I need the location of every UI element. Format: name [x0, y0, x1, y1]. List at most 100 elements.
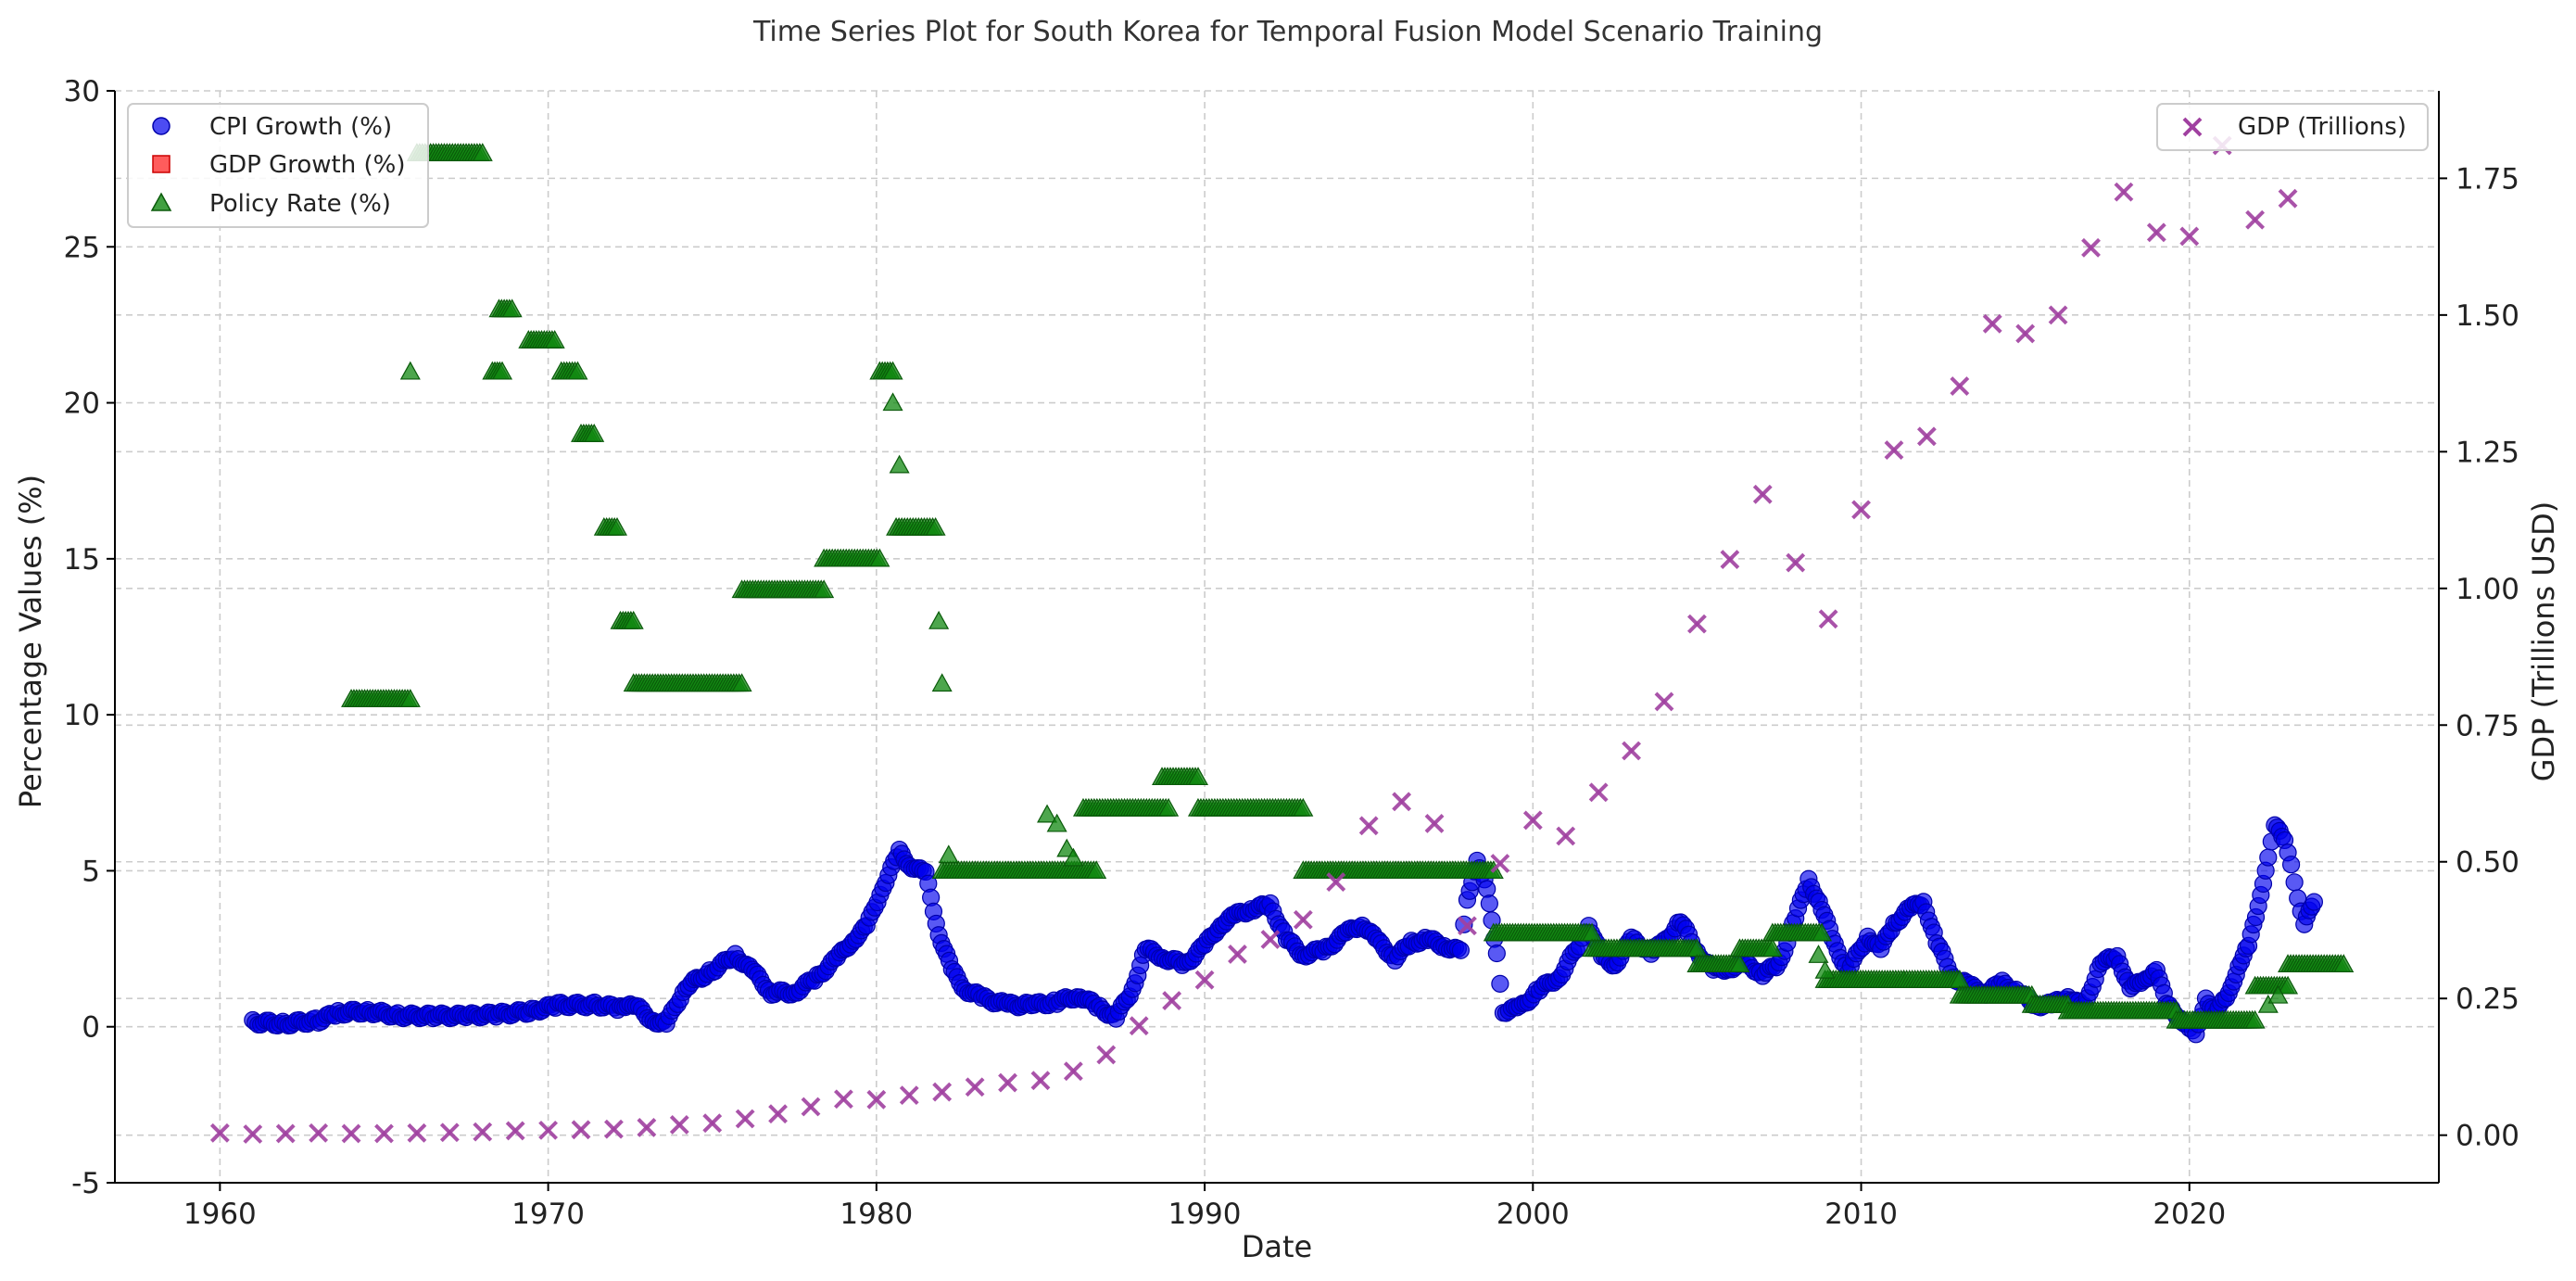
- policy-point: [1187, 767, 1209, 786]
- policy-point: [2244, 1009, 2266, 1029]
- gdp-point: [1786, 552, 1806, 573]
- legend-gdp-marker: [2182, 117, 2203, 137]
- policy-point: [544, 330, 565, 349]
- gdp-point: [2146, 222, 2166, 243]
- policy-point: [472, 143, 493, 161]
- policy-point: [869, 548, 890, 567]
- gdp-point: [735, 1109, 755, 1129]
- gdp-point: [571, 1120, 591, 1140]
- policy-point: [399, 361, 421, 380]
- gdp-point: [866, 1089, 887, 1110]
- axes: 1960 1970 1980 1990 2000 2010 2020 -5 0 5 10 15 20 25…: [64, 75, 2519, 1231]
- policy-point: [2278, 975, 2299, 995]
- gdp-point: [801, 1097, 821, 1117]
- policy-point: [1762, 938, 1783, 958]
- gdp-point: [341, 1123, 361, 1144]
- x-tick-label: 2000: [1496, 1198, 1570, 1231]
- gdp-point: [1720, 550, 1740, 569]
- gdp-point: [1358, 816, 1379, 836]
- policy-point: [938, 844, 959, 864]
- gdp-point: [439, 1122, 460, 1143]
- policy-point: [1046, 813, 1067, 832]
- legend-gdp-label: GDP (Trillions): [2238, 113, 2406, 141]
- plot-area: [209, 135, 2355, 1144]
- gdp-point: [1884, 440, 1904, 460]
- gdp-point: [2114, 182, 2134, 202]
- gdp-point: [2179, 226, 2200, 247]
- gdp-point: [1851, 500, 1871, 520]
- legend-policy-marker: [150, 192, 172, 211]
- x-tick-label: 1960: [183, 1198, 257, 1231]
- gdp-point: [1392, 792, 1412, 812]
- cpi-point: [1487, 944, 1506, 963]
- gdp-point: [1194, 970, 1215, 990]
- gdp-point: [1588, 782, 1609, 803]
- gdp-point: [965, 1077, 985, 1097]
- gdp-point: [1982, 313, 2002, 334]
- gdp-point: [1326, 872, 1346, 892]
- policy-point: [1814, 959, 1836, 979]
- y-left-tick-label: 20: [64, 387, 100, 421]
- gdp-point: [538, 1120, 559, 1140]
- gdp-point: [1950, 376, 1970, 396]
- policy-point: [2267, 984, 2289, 1004]
- gdp-point: [702, 1113, 723, 1134]
- policy-point: [1729, 954, 1750, 973]
- gdp-point: [1228, 945, 1247, 964]
- x-tick-label: 1980: [840, 1198, 913, 1231]
- y-left-tick-label: 25: [64, 231, 100, 264]
- cpi-point: [1478, 880, 1496, 898]
- gdp-point: [1162, 991, 1182, 1010]
- policy-point: [2257, 994, 2279, 1013]
- cpi-point: [1451, 941, 1470, 959]
- y-left-tick-label: 15: [64, 543, 100, 577]
- x-axis-label: Date: [1242, 1229, 1312, 1264]
- policy-point: [1293, 797, 1314, 817]
- gdp-point: [1818, 609, 1838, 629]
- policy-point: [623, 610, 644, 629]
- policy-point: [882, 361, 903, 380]
- gdp-point: [1096, 1045, 1117, 1065]
- policy-point: [1063, 847, 1084, 867]
- legend-gdp-growth-label: GDP Growth (%): [209, 151, 405, 179]
- gdp-point: [309, 1122, 329, 1143]
- y-right-tick-label: 1.00: [2456, 573, 2519, 606]
- policy-point: [2333, 954, 2355, 973]
- y-left-tick-label: 30: [64, 75, 100, 108]
- y-right-tick-label: 1.50: [2456, 299, 2519, 333]
- gdp-point: [932, 1082, 953, 1102]
- gdp-point: [604, 1119, 624, 1139]
- gdp-point: [1030, 1071, 1051, 1091]
- cpi-point: [2281, 856, 2301, 874]
- legend-cpi-marker: [152, 117, 170, 135]
- gdp-point: [374, 1123, 394, 1144]
- y-left-tick-label: -5: [71, 1167, 100, 1200]
- gdp-point: [1654, 691, 1674, 712]
- gdp-point: [1490, 854, 1510, 873]
- policy-point: [925, 516, 946, 536]
- gdp-point: [473, 1122, 493, 1142]
- policy-point: [928, 610, 950, 629]
- gdp-point: [1063, 1061, 1083, 1082]
- y-axis-right-label: GDP (Trillions USD): [2526, 501, 2561, 782]
- y-right-tick-label: 1.25: [2456, 436, 2519, 469]
- x-tick-label: 1990: [1168, 1198, 1242, 1231]
- gdp-point: [243, 1124, 263, 1144]
- legend-right-frame: [2156, 103, 2429, 151]
- legend-left-frame: [127, 103, 429, 228]
- gdp-point: [2015, 323, 2036, 344]
- policy-point: [882, 392, 903, 412]
- y-axis-left-label: Percentage Values (%): [13, 475, 48, 808]
- gdp-point: [899, 1085, 919, 1106]
- legend-right: GDP (Trillions): [2156, 103, 2429, 151]
- legend-left: CPI Growth (%) GDP Growth (%) Policy Rat…: [127, 103, 429, 228]
- legend-cpi-label: CPI Growth (%): [209, 113, 392, 141]
- legend-gdp-growth-marker: [152, 155, 170, 173]
- gdp-point: [1424, 814, 1445, 833]
- gdp-point: [1129, 1016, 1149, 1036]
- gdp-point: [209, 1122, 230, 1143]
- y-left-tick-label: 5: [82, 855, 100, 888]
- gdp-point: [637, 1118, 657, 1137]
- policy-point: [399, 689, 421, 707]
- y-left-tick-label: 10: [64, 699, 100, 732]
